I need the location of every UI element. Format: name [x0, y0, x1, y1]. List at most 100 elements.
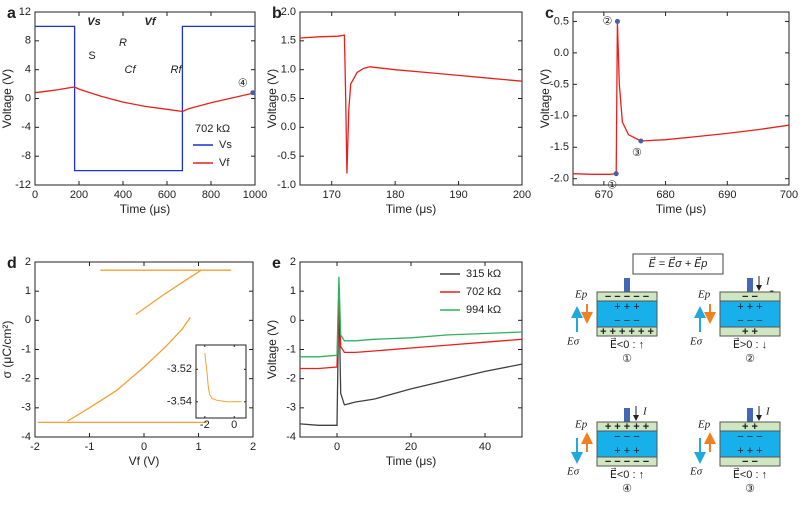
legend-label: Vf [219, 157, 230, 169]
x-tick-label: 190 [449, 189, 467, 201]
current-label: I [765, 406, 771, 418]
x-axis-label: Time (μs) [386, 202, 436, 216]
annotation: ③ [632, 147, 642, 159]
series-line [35, 86, 255, 113]
legend-title: 702 kΩ [195, 123, 230, 135]
bottom-layer [719, 456, 781, 467]
legend-label: 994 kΩ [466, 304, 501, 316]
series-line [37, 269, 232, 424]
charge-lower: + + + [614, 445, 639, 457]
x-axis-label: Vf (V) [129, 454, 160, 468]
y-tick-label: 12 [19, 6, 31, 18]
x-tick-label: 800 [202, 189, 220, 201]
cell-caption: E⃗>0 : ↓ [733, 337, 767, 351]
circuit-label: Vs [87, 16, 100, 28]
x-tick-label: 0 [32, 189, 38, 201]
plot-frame [572, 11, 790, 186]
x-tick-label: 680 [656, 189, 674, 201]
cell-caption: E⃗<0 : ↑ [733, 467, 767, 481]
annotation-point [250, 90, 256, 96]
y-tick-label: -2 [286, 373, 296, 385]
series-line [300, 291, 522, 370]
y-tick-label: -8 [21, 150, 31, 162]
charge-top: − − [742, 291, 758, 303]
cell-number: ④ [622, 483, 632, 495]
annotation-point [614, 18, 620, 24]
series-line [300, 294, 522, 426]
x-tick-label: 200 [513, 189, 531, 201]
annotation: ① [607, 180, 617, 192]
series-line [204, 353, 242, 403]
es-label: Eσ [689, 336, 703, 348]
legend-label: 315 kΩ [466, 268, 501, 280]
charge-upper: + + + [737, 301, 762, 313]
plot-frame [195, 344, 247, 419]
y-tick-label: -1 [286, 343, 296, 355]
charge-lower: − − − [614, 315, 639, 327]
series-line [35, 25, 255, 172]
y-tick-label: -3.52 [167, 363, 192, 375]
x-tick-label: 0 [334, 441, 340, 453]
circuit-label: Cf [125, 64, 137, 76]
y-tick-label: -12 [15, 179, 31, 191]
circuit-label: Vf [145, 16, 157, 28]
cell-number: ② [745, 353, 755, 365]
ferro-layer [596, 300, 658, 328]
ep-label: Ep [574, 289, 588, 301]
electrode [624, 408, 630, 422]
electrode [747, 278, 753, 292]
panel-label: e [272, 255, 281, 272]
x-tick-label: -2 [200, 419, 210, 431]
annotation: ② [602, 15, 612, 27]
y-axis-label: Voltage (V) [0, 69, 14, 128]
panel-label: c [545, 5, 554, 22]
x-axis-label: Time (μs) [656, 202, 706, 216]
charge-upper: + + + [614, 301, 639, 313]
annotation-point [613, 171, 619, 177]
annotation-point [638, 138, 644, 144]
charge-top: − − − − − [605, 291, 649, 303]
cell-number: ③ [745, 483, 755, 495]
series-line [300, 34, 522, 174]
y-tick-label: -4 [21, 431, 31, 443]
ep-label: Ep [697, 289, 711, 301]
es-label: Eσ [566, 466, 580, 478]
y-tick-label: -1.0 [277, 179, 296, 191]
x-tick-label: 0 [231, 419, 237, 431]
y-axis-label: Voltage (V) [265, 69, 279, 128]
formula-box [632, 253, 724, 275]
y-tick-label: 0.0 [281, 121, 296, 133]
es-label: Eσ [689, 466, 703, 478]
ferro-layer [719, 430, 781, 458]
y-tick-label: -1.5 [550, 141, 569, 153]
y-tick-label: 1.0 [281, 64, 296, 76]
panel-label: d [7, 255, 17, 272]
x-tick-label: 0 [141, 441, 147, 453]
y-tick-label: 0 [25, 314, 31, 326]
y-tick-label: 1.5 [281, 35, 296, 47]
charge-lower: − − − [737, 315, 762, 327]
y-tick-label: -1 [21, 343, 31, 355]
series-line [573, 21, 789, 175]
x-tick-label: 690 [718, 189, 736, 201]
y-tick-label: 2.0 [281, 6, 296, 18]
plot-frame [299, 11, 523, 186]
y-tick-label: 1 [290, 285, 296, 297]
charge-lower: + + + [737, 445, 762, 457]
x-tick-label: 1 [195, 441, 201, 453]
ep-label: Ep [574, 419, 588, 431]
bottom-layer [719, 326, 781, 337]
charge-bottom: + + [742, 326, 758, 338]
y-tick-label: -1.0 [550, 110, 569, 122]
bottom-layer [596, 326, 658, 337]
x-tick-label: -2 [30, 441, 40, 453]
x-tick-label: 600 [158, 189, 176, 201]
x-tick-label: 670 [595, 189, 613, 201]
charge-bottom: + + + + + + [600, 326, 654, 338]
ferro-layer [719, 300, 781, 328]
y-tick-label: 0.5 [281, 92, 296, 104]
cell-caption: E⃗<0 : ↑ [610, 467, 644, 481]
charge-bottom: − − − − − [605, 456, 649, 468]
x-tick-label: 180 [386, 189, 404, 201]
